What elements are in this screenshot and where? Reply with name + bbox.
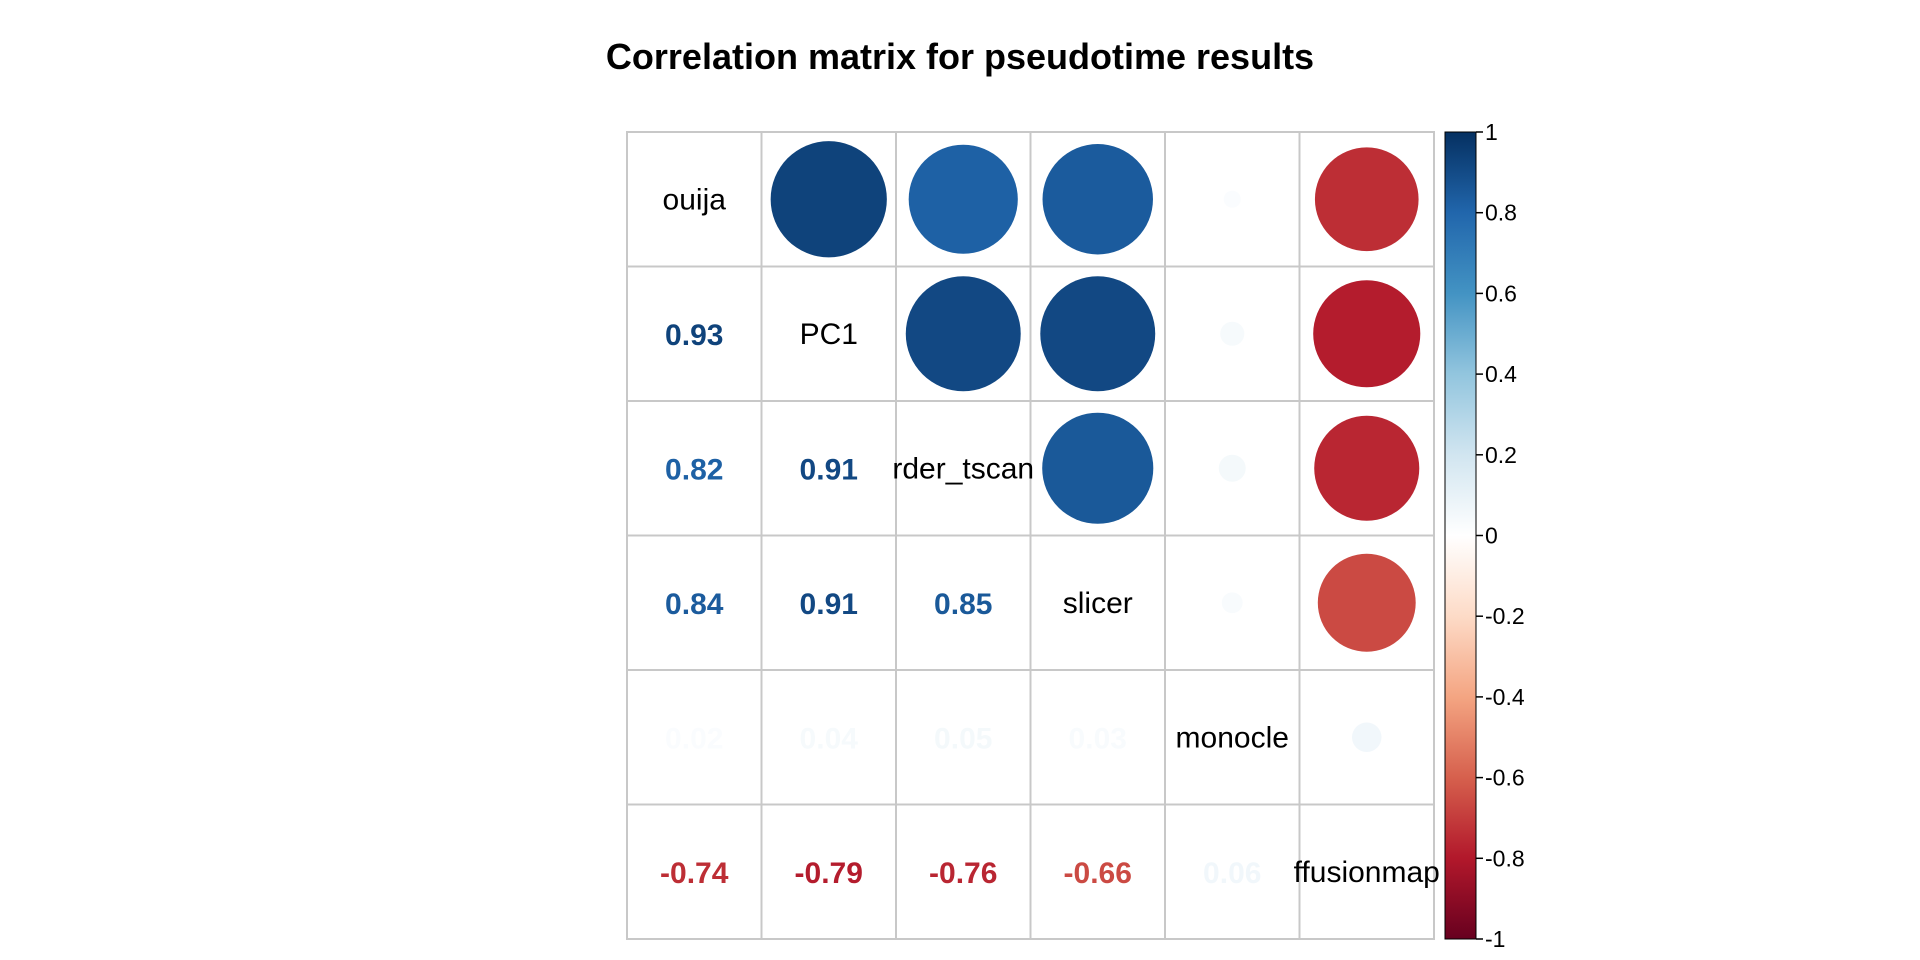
colorbar-tick-label: 0.2: [1485, 442, 1517, 468]
correlation-value-label: 0.03: [1069, 722, 1127, 755]
matrix-cell: [760, 265, 897, 402]
correlation-circle: [1042, 144, 1153, 255]
correlation-value-label: 0.06: [1203, 857, 1261, 890]
matrix-cell: [1298, 803, 1435, 940]
correlation-circle: [1221, 592, 1243, 614]
correlation-circle: [1317, 553, 1416, 652]
matrix-cell: [895, 400, 1032, 537]
correlation-circle: [1220, 321, 1245, 346]
correlation-value-label: 0.84: [665, 588, 724, 621]
correlation-value-label: 0.85: [934, 588, 992, 621]
correlation-circle: [1042, 412, 1154, 524]
correlation-circle: [905, 276, 1021, 392]
colorbar-tick-label: 0.6: [1485, 280, 1517, 306]
correlation-circle: [1040, 276, 1156, 392]
variable-name-label: slicer: [1063, 587, 1133, 620]
correlation-value-label: 0.93: [665, 319, 723, 352]
correlation-value-label: 0.02: [665, 722, 723, 755]
matrix-cell: [895, 534, 1032, 671]
correlation-circle: [1314, 415, 1420, 521]
matrix-cell: [760, 400, 897, 537]
variable-name-label: rder_tscan: [892, 452, 1034, 485]
correlation-circle: [1351, 722, 1382, 753]
variable-name-label: monocle: [1176, 721, 1289, 754]
matrix-cell: [626, 803, 763, 940]
matrix-cell: [760, 534, 897, 671]
correlation-value-label: 0.91: [800, 588, 858, 621]
colorbar-tick-label: 1: [1485, 119, 1498, 145]
colorbar-tick-label: -0.6: [1485, 765, 1525, 791]
matrix-cell: [1164, 803, 1301, 940]
colorbar-tick-label: 0.8: [1485, 200, 1517, 226]
matrix-cell: [760, 669, 897, 806]
correlation-value-label: 0.82: [665, 453, 723, 486]
variable-name-label: PC1: [800, 318, 858, 351]
matrix-grid: [626, 131, 1435, 940]
matrix-cell: [626, 131, 763, 268]
correlation-circle: [908, 144, 1018, 254]
colorbar-tick-label: -0.4: [1485, 684, 1525, 710]
colorbar-tick-label: -0.8: [1485, 845, 1525, 871]
matrix-cell: [626, 400, 763, 537]
correlation-value-label: -0.79: [795, 857, 863, 890]
correlation-value-label: -0.76: [929, 857, 997, 890]
correlation-circle: [1218, 454, 1246, 482]
correlation-circle: [770, 141, 887, 258]
colorbar-tick-label: -1: [1485, 926, 1505, 952]
correlation-circle: [1314, 147, 1419, 252]
correlation-circle: [1223, 190, 1241, 208]
correlation-value-label: -0.66: [1064, 857, 1132, 890]
correlation-value-label: 0.04: [800, 722, 859, 755]
matrix-cell: [895, 803, 1032, 940]
correlation-value-label: 0.05: [934, 722, 992, 755]
color-legend: 1 0.8 0.6 0.4 0.2 0 -0.2 -0.4 -0.6 -0.8 -1: [1444, 119, 1525, 952]
matrix-marks: ouija 0.93 PC1 0.82 0.91 rder_tscan 0.84 0.91 0.…: [660, 141, 1440, 890]
chart-title: Correlation matrix for pseudotime result…: [605, 36, 1315, 77]
correlation-value-label: -0.74: [660, 857, 729, 890]
colorbar: [1444, 131, 1477, 940]
matrix-cell: [626, 534, 763, 671]
matrix-cell: [1029, 534, 1166, 671]
colorbar-tick-label: 0: [1485, 523, 1498, 549]
matrix-cell: [626, 265, 763, 402]
variable-name-label: ffusionmap: [1294, 856, 1440, 889]
matrix-cell: [626, 669, 763, 806]
matrix-cell: [1164, 669, 1301, 806]
colorbar-tick-label: 0.4: [1485, 361, 1517, 387]
variable-name-label: ouija: [663, 183, 727, 216]
correlation-value-label: 0.91: [800, 453, 858, 486]
correlation-circle: [1313, 280, 1421, 388]
colorbar-tick-label: -0.2: [1485, 603, 1525, 629]
